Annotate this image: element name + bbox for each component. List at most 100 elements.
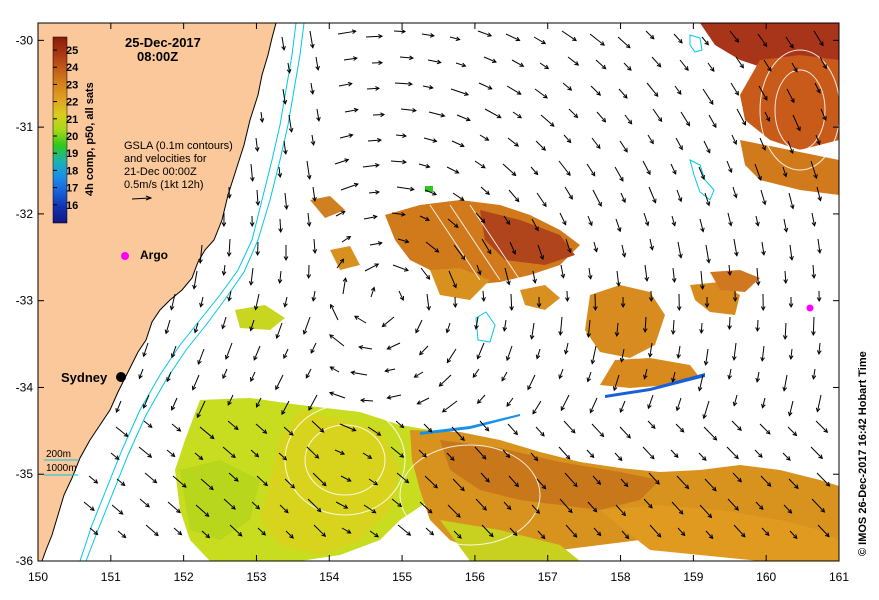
velocity-arrow <box>672 267 676 282</box>
velocity-arrow <box>417 397 430 405</box>
velocity-arrow <box>199 426 215 439</box>
velocity-arrow <box>531 322 535 339</box>
velocity-arrow <box>527 374 536 390</box>
velocity-arrow <box>510 293 513 311</box>
velocity-arrowhead <box>374 163 380 168</box>
velocity-arrowhead <box>823 428 829 433</box>
velocity-arrow <box>477 30 492 37</box>
velocity-arrowhead <box>306 222 312 227</box>
velocity-arrowhead <box>426 305 431 311</box>
velocity-arrowhead <box>727 374 733 380</box>
velocity-arrowhead <box>432 191 438 196</box>
velocity-arrowhead <box>536 303 542 309</box>
velocity-arrow <box>425 527 434 536</box>
velocity-arrowhead <box>121 533 127 539</box>
velocity-arrow <box>679 59 689 71</box>
velocity-arrowhead <box>596 144 601 150</box>
velocity-arrowhead <box>480 218 486 224</box>
velocity-arrowhead <box>560 406 565 412</box>
velocity-arrow <box>506 345 513 361</box>
legend-line-1: GSLA (0.1m contours) <box>124 140 233 152</box>
velocity-arrow <box>624 114 633 125</box>
velocity-arrowhead <box>386 345 392 350</box>
velocity-arrowhead <box>436 59 442 65</box>
bathy-1000-label: 1000m <box>46 463 77 474</box>
velocity-arrowhead <box>476 354 481 360</box>
velocity-arrow <box>732 186 737 198</box>
velocity-arrow <box>418 163 430 168</box>
velocity-arrowhead <box>650 424 656 429</box>
velocity-arrowhead <box>783 279 788 285</box>
velocity-arrow <box>560 264 564 278</box>
velocity-arrowhead <box>381 322 387 328</box>
velocity-arrowhead <box>763 95 768 101</box>
velocity-arrowhead <box>574 61 580 66</box>
velocity-arrowhead <box>533 170 539 176</box>
velocity-arrow <box>479 420 490 432</box>
velocity-arrowhead <box>306 274 312 280</box>
velocity-arrowhead <box>764 531 770 537</box>
legend-line-3: 21-Dec 00:00Z <box>124 166 197 178</box>
velocity-arrow <box>532 270 536 283</box>
velocity-arrow <box>414 371 424 378</box>
velocity-arrowhead <box>765 116 771 122</box>
velocity-arrow <box>783 374 788 391</box>
velocity-arrowhead <box>481 297 486 303</box>
velocity-arrowhead <box>734 90 739 96</box>
velocity-arrow <box>651 56 662 68</box>
velocity-arrowhead <box>290 484 296 489</box>
velocity-arrow <box>670 449 679 458</box>
velocity-arrowhead <box>438 382 444 387</box>
velocity-arrow <box>595 59 606 70</box>
velocity-arrowhead <box>672 169 677 175</box>
velocity-arrow <box>475 316 479 329</box>
velocity-arrow <box>255 423 267 434</box>
velocity-arrowhead <box>737 477 742 483</box>
velocity-arrow <box>193 270 198 289</box>
velocity-arrowhead <box>193 328 199 334</box>
velocity-arrowhead <box>647 352 653 358</box>
velocity-arrow <box>351 371 368 376</box>
velocity-arrowhead <box>558 331 563 336</box>
velocity-arrowhead <box>484 136 490 141</box>
velocity-arrow <box>421 33 434 37</box>
velocity-arrowhead <box>275 334 280 340</box>
velocity-arrowhead <box>573 113 579 119</box>
velocity-arrowhead <box>289 534 294 539</box>
velocity-arrow <box>334 449 345 455</box>
velocity-arrowhead <box>623 93 628 99</box>
velocity-arrow <box>222 368 228 379</box>
velocity-arrow <box>279 504 289 513</box>
velocity-arrow <box>816 186 821 201</box>
velocity-arrowhead <box>734 251 739 257</box>
velocity-arrow <box>701 36 709 46</box>
velocity-arrowhead <box>315 65 320 71</box>
velocity-arrowhead <box>563 349 569 355</box>
velocity-arrow <box>194 452 203 460</box>
velocity-arrowhead <box>616 227 622 233</box>
velocity-arrowhead <box>449 456 455 462</box>
velocity-arrow <box>620 478 629 487</box>
argo-marker <box>121 252 129 260</box>
velocity-arrowhead <box>811 331 816 337</box>
velocity-arrow <box>312 186 316 201</box>
velocity-arrow <box>451 426 465 441</box>
velocity-arrow <box>704 192 710 206</box>
velocity-arrowhead <box>460 436 465 442</box>
velocity-arrow <box>367 139 382 142</box>
velocity-arrowhead <box>586 333 592 338</box>
velocity-arrowhead <box>346 477 352 482</box>
velocity-arrow <box>481 238 492 254</box>
velocity-arrow <box>115 426 129 437</box>
velocity-arrowhead <box>560 273 566 279</box>
legend-line-2: and velocities for <box>124 153 207 165</box>
velocity-arrow <box>250 449 259 458</box>
velocity-arrowhead <box>734 38 740 43</box>
colorbar-tick-label: 23 <box>66 79 78 91</box>
velocity-arrowhead <box>562 220 567 226</box>
velocity-arrow <box>508 475 519 487</box>
velocity-arrowhead <box>679 427 685 433</box>
x-axis: 150 151 152 153 154 155 156 157 158 159 160 161 <box>28 23 849 584</box>
velocity-arrow <box>276 322 283 339</box>
velocity-arrow <box>728 316 731 330</box>
